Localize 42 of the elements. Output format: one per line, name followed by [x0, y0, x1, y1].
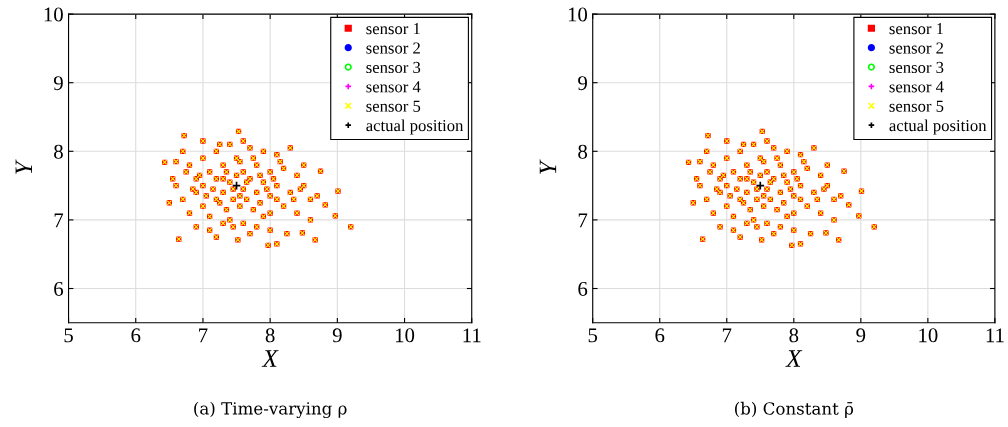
y-tick-label: 6 [54, 281, 64, 296]
x-tick-label: 10 [919, 328, 938, 343]
x-axis-title: X [261, 350, 279, 367]
y-axis-title: Y [539, 159, 557, 174]
x-tick-label: 6 [655, 328, 665, 343]
y-tick-label: 8 [54, 144, 63, 159]
legend-label: sensor 1 [366, 23, 420, 35]
x-tick-label: 9 [332, 328, 342, 343]
y-axis-title: Y [15, 159, 32, 174]
x-tick-label: 9 [856, 328, 866, 343]
x-tick-label: 7 [722, 328, 732, 343]
legend-label: sensor 1 [889, 23, 943, 35]
legend-label: actual position [889, 119, 987, 135]
text: (b) Constant ρ̄ [735, 401, 854, 418]
y-tick-label: 7 [54, 213, 64, 228]
x-axis-title: X [785, 350, 803, 367]
legend-label: sensor 2 [366, 42, 420, 54]
x-tick-label: 11 [463, 328, 481, 343]
x-tick-label: 5 [64, 328, 73, 343]
y-tick-label: 7 [578, 213, 588, 228]
x-tick-label: 7 [199, 328, 208, 343]
legend-label: sensor 5 [366, 100, 421, 112]
x-tick-label: 8 [789, 328, 799, 343]
legend-label: sensor 3 [889, 61, 944, 74]
legend-label: sensor 2 [889, 42, 944, 54]
y-tick-label: 10 [44, 7, 63, 22]
x-tick-label: 10 [395, 328, 415, 343]
legend-label: sensor 5 [889, 100, 944, 112]
x-tick-label: 5 [588, 328, 598, 343]
y-tick-label: 10 [568, 7, 588, 22]
text: (a) Time-varying ρ [194, 401, 347, 419]
legend-label: sensor 4 [366, 81, 421, 93]
x-tick-label: 6 [131, 328, 141, 343]
y-tick-label: 9 [53, 76, 63, 91]
y-tick-label: 8 [578, 144, 588, 159]
legend-label: sensor 4 [889, 81, 944, 93]
x-tick-label: 8 [265, 328, 275, 343]
y-tick-label: 9 [578, 76, 587, 91]
y-tick-label: 6 [578, 281, 588, 296]
x-tick-label: 11 [986, 328, 1004, 343]
legend-label: sensor 3 [366, 61, 421, 74]
legend-label: actual position [366, 119, 464, 135]
